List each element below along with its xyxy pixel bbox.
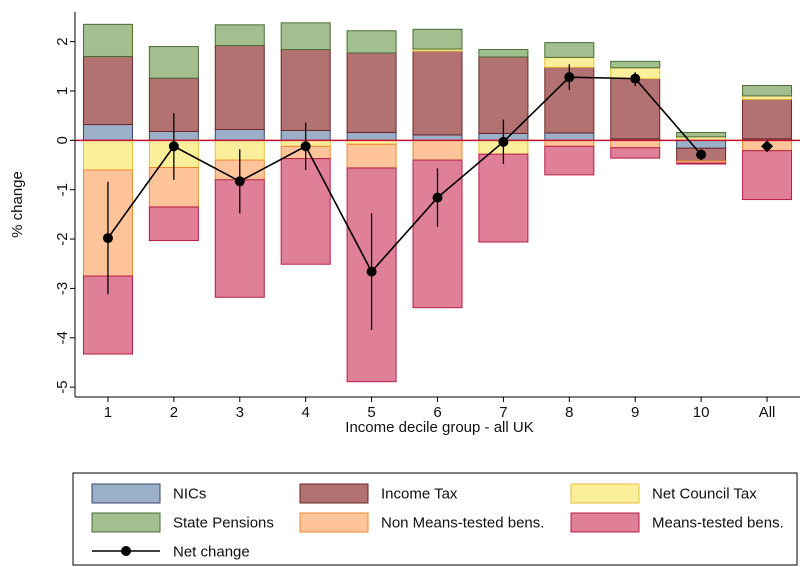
bar-segment-4-cat-2 bbox=[148, 46, 199, 79]
bar-segment-4-cat-6 bbox=[412, 28, 463, 50]
bar-segment-6-cat-8 bbox=[544, 145, 595, 176]
legend-label-2: Income Tax bbox=[381, 485, 458, 502]
legend-swatch-5 bbox=[299, 512, 369, 533]
bar-segment-4-cat-5 bbox=[346, 30, 397, 54]
legend-label-5: Non Means-tested bens. bbox=[381, 514, 544, 531]
bar-segment-2-cat-4 bbox=[280, 49, 331, 131]
legend-label-net-change: Net change bbox=[173, 543, 250, 560]
bar-segment-6-cat-5 bbox=[346, 167, 397, 383]
net-change-point-11 bbox=[761, 140, 774, 153]
net-change-point-9 bbox=[630, 73, 641, 84]
x-axis-label: Income decile group - all UK bbox=[345, 419, 533, 436]
legend-label-1: NICs bbox=[173, 485, 206, 502]
y-tick-label: 1 bbox=[54, 87, 71, 95]
bar-segment-4-cat-1 bbox=[82, 23, 133, 57]
y-tick-label: -1 bbox=[54, 183, 71, 196]
y-tick-label: -2 bbox=[54, 232, 71, 245]
bar-segment-2-cat-3 bbox=[214, 45, 265, 130]
legend-box bbox=[72, 472, 798, 566]
net-change-point-6 bbox=[432, 192, 443, 203]
bar-segment-5-cat-8 bbox=[544, 139, 595, 147]
axes: 210-1-2-3-4-51 2 3 4 5 6 7 8 9 10 All bbox=[54, 12, 800, 421]
y-tick-label: 0 bbox=[54, 136, 71, 144]
legend-label-6: Means-tested bens. bbox=[652, 514, 784, 531]
legend: NICs Income Tax Net Council Tax State Pensi… bbox=[72, 472, 798, 566]
bar-segment-3-cat-1 bbox=[82, 139, 133, 171]
bar-segment-6-cat-10 bbox=[676, 162, 727, 165]
legend-swatch-4 bbox=[91, 512, 161, 533]
x-tick-label: All bbox=[759, 404, 776, 421]
y-tick-label: -3 bbox=[54, 282, 71, 295]
bar-segment-1-cat-10 bbox=[676, 139, 727, 149]
x-tick-label: 7 bbox=[499, 404, 507, 421]
bar-segment-4-cat-4 bbox=[280, 22, 331, 51]
bar-segment-2-cat-1 bbox=[82, 55, 133, 126]
y-tick-label: -4 bbox=[54, 331, 71, 344]
bar-segment-6-cat-7 bbox=[478, 153, 529, 243]
legend-net-marker bbox=[121, 546, 131, 556]
net-change-point-1 bbox=[102, 233, 113, 244]
x-tick-label: 4 bbox=[302, 404, 310, 421]
bar-segment-6-cat-4 bbox=[280, 158, 331, 265]
x-tick-label: 2 bbox=[170, 404, 178, 421]
bar-segment-1-cat-1 bbox=[82, 124, 133, 141]
bar-segment-1-cat-5 bbox=[346, 131, 397, 141]
net-change-line bbox=[107, 76, 702, 274]
x-tick-label: 1 bbox=[104, 404, 112, 421]
bar-segment-5-cat-5 bbox=[346, 143, 397, 169]
y-axis-label: % change bbox=[9, 171, 26, 238]
bar-segment-1-cat-6 bbox=[412, 134, 463, 141]
bar-segment-4-cat-3 bbox=[214, 24, 265, 47]
net-change-point-7 bbox=[498, 136, 509, 147]
bar-segment-1-cat-8 bbox=[544, 132, 595, 141]
legend-label-4: State Pensions bbox=[173, 514, 274, 531]
legend-swatch-2 bbox=[299, 483, 369, 504]
net-change-point-2 bbox=[168, 141, 179, 152]
net-change-point-4 bbox=[300, 141, 311, 152]
x-tick-label: 10 bbox=[693, 404, 710, 421]
bar-segment-1-cat-3 bbox=[214, 128, 265, 141]
y-tick-label: 2 bbox=[54, 37, 71, 45]
bar-segment-2-cat-5 bbox=[346, 52, 397, 133]
bar-segment-5-cat-6 bbox=[412, 139, 463, 161]
bar-segment-4-cat-7 bbox=[478, 49, 529, 58]
bar-segment-3-cat-11 bbox=[742, 95, 793, 100]
bar-segment-2-cat-9 bbox=[610, 78, 661, 140]
legend-swatch-3 bbox=[570, 483, 640, 504]
y-tick-label: -5 bbox=[54, 380, 71, 393]
net-change-point-8 bbox=[564, 72, 575, 83]
bar-segment-4-cat-8 bbox=[544, 42, 595, 58]
net-change-point-10 bbox=[696, 149, 707, 160]
x-tick-label: 9 bbox=[631, 404, 639, 421]
legend-label-3: Net Council Tax bbox=[652, 485, 757, 502]
bar-segment-4-cat-10 bbox=[676, 131, 727, 138]
bar-segment-4-cat-9 bbox=[610, 60, 661, 69]
bar-segment-2-cat-11 bbox=[742, 98, 793, 140]
bar-segment-5-cat-9 bbox=[610, 139, 661, 149]
x-tick-label: 5 bbox=[367, 404, 375, 421]
net-change-point-5 bbox=[366, 266, 377, 277]
x-tick-label: 6 bbox=[433, 404, 441, 421]
bar-segment-6-cat-2 bbox=[148, 206, 199, 242]
bar-segment-2-cat-6 bbox=[412, 50, 463, 136]
x-tick-label: 8 bbox=[565, 404, 573, 421]
bar-segment-6-cat-11 bbox=[742, 150, 793, 201]
x-tick-label: 3 bbox=[236, 404, 244, 421]
bar-segment-4-cat-11 bbox=[742, 85, 793, 97]
bar-segment-6-cat-9 bbox=[610, 147, 661, 159]
legend-swatch-1 bbox=[91, 483, 161, 504]
net-change-line-layer bbox=[102, 72, 774, 277]
legend-swatch-6 bbox=[570, 512, 640, 533]
net-change-point-3 bbox=[234, 176, 245, 187]
